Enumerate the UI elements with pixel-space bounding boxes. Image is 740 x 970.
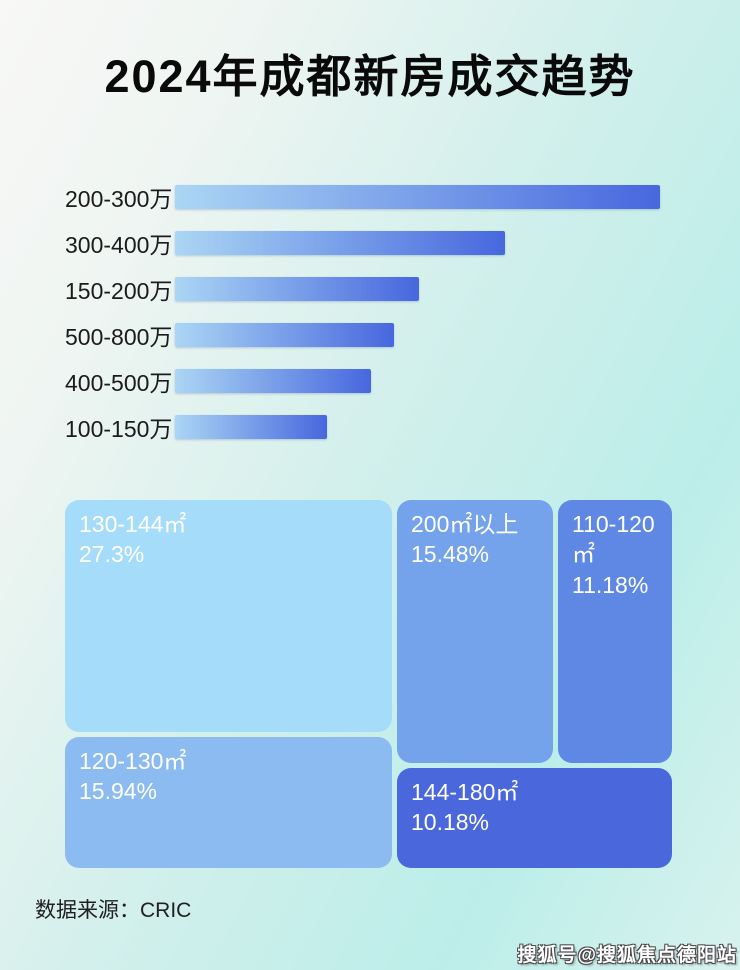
bar-row: 400-500万 bbox=[0, 358, 740, 404]
treemap-block-value: 11.18% bbox=[572, 571, 649, 598]
treemap-block: 144-180㎡ 10.18% bbox=[397, 768, 672, 868]
treemap-block: 120-130㎡ 15.94% bbox=[65, 737, 392, 868]
bar bbox=[175, 415, 328, 439]
bar-row: 100-150万 bbox=[0, 404, 740, 450]
bar-category-label: 300-400万 bbox=[65, 232, 173, 258]
bar-category-label: 200-300万 bbox=[65, 186, 173, 212]
treemap-block-value: 27.3% bbox=[79, 541, 145, 568]
treemap-block-label: 110-120㎡ bbox=[572, 511, 655, 568]
bar-track bbox=[175, 369, 660, 393]
bar bbox=[175, 369, 372, 393]
bar-track bbox=[175, 323, 660, 347]
bar-category-label: 400-500万 bbox=[65, 370, 173, 396]
bar-track bbox=[175, 231, 660, 255]
watermark: 搜狐号@搜狐焦点德阳站 bbox=[517, 945, 737, 966]
treemap-block: 130-144㎡ 27.3% bbox=[65, 500, 392, 732]
bar-category-label: 150-200万 bbox=[65, 278, 173, 304]
bar-track bbox=[175, 277, 660, 301]
treemap-block-value: 10.18% bbox=[411, 809, 490, 836]
treemap-block-value: 15.94% bbox=[79, 778, 158, 805]
bar bbox=[175, 277, 420, 301]
treemap-block-label: 200㎡以上 bbox=[411, 511, 519, 537]
bar bbox=[175, 185, 660, 209]
bar bbox=[175, 323, 395, 347]
bar-row: 150-200万 bbox=[0, 266, 740, 312]
treemap-block-label: 130-144㎡ bbox=[79, 511, 187, 537]
bar-row: 300-400万 bbox=[0, 220, 740, 266]
bar-track bbox=[175, 185, 660, 209]
bar-track bbox=[175, 415, 660, 439]
treemap-block-label: 144-180㎡ bbox=[411, 779, 519, 805]
price-range-bar-chart: 200-300万 300-400万 150-200万 500-800万 400- bbox=[0, 174, 740, 450]
treemap-block: 200㎡以上 15.48% bbox=[397, 500, 553, 763]
bar-row: 200-300万 bbox=[0, 174, 740, 220]
bar bbox=[175, 231, 505, 255]
treemap-block-value: 15.48% bbox=[411, 541, 490, 568]
bar-category-label: 100-150万 bbox=[65, 416, 173, 442]
bar-row: 500-800万 bbox=[0, 312, 740, 358]
bar-category-label: 500-800万 bbox=[65, 324, 173, 350]
page-title: 2024年成都新房成交趋势 bbox=[104, 51, 636, 102]
data-source-note: 数据来源：CRIC bbox=[35, 899, 192, 922]
treemap-block: 110-120㎡ 11.18% bbox=[558, 500, 672, 763]
treemap-block-label: 120-130㎡ bbox=[79, 748, 187, 774]
